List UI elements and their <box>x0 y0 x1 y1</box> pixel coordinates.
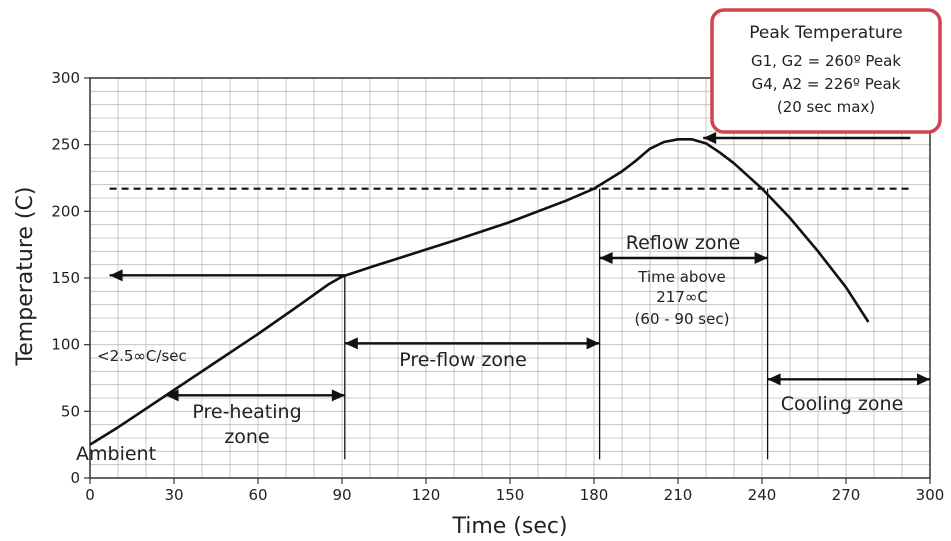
y-tick-label: 200 <box>51 202 80 220</box>
y-tick-label: 250 <box>51 136 80 154</box>
x-tick-label: 120 <box>412 486 441 504</box>
x-tick-label: 30 <box>164 486 183 504</box>
label-reflow: Reflow zone <box>626 232 741 254</box>
y-tick-label: 0 <box>70 469 80 487</box>
label-ramp-rate: <2.5∞C/sec <box>97 347 187 365</box>
arrow-preheat-temp-head <box>109 269 123 282</box>
y-tick-label: 150 <box>51 269 80 287</box>
x-tick-label: 60 <box>248 486 267 504</box>
arrow-peak-head <box>703 132 717 144</box>
label-preheat-1: Pre-heating <box>192 401 301 423</box>
y-axis-ticks: 0 50 100 150 200 250 300 <box>51 69 90 487</box>
y-axis-title: Temperature (C) <box>13 187 38 367</box>
peak-box-border <box>710 8 942 134</box>
x-tick-label: 270 <box>832 486 861 504</box>
x-tick-label: 180 <box>580 486 609 504</box>
peak-temperature-box: Peak Temperature G1, G2 = 260º Peak G4, … <box>710 8 942 134</box>
arrow-reflow-zone-head-right <box>754 252 768 264</box>
y-tick-label: 100 <box>51 336 80 354</box>
peak-box-line1: G1, G2 = 260º Peak <box>751 52 901 70</box>
zone-arrows <box>109 132 930 402</box>
arrow-reflow-zone-head-left <box>599 252 613 264</box>
label-preheat-2: zone <box>224 426 269 448</box>
x-tick-label: 210 <box>664 486 693 504</box>
x-tick-label: 90 <box>332 486 351 504</box>
arrow-preheating-zone-head-right <box>331 389 345 402</box>
x-tick-label: 150 <box>496 486 525 504</box>
peak-box-line3: (20 sec max) <box>777 98 875 116</box>
grid <box>89 77 931 479</box>
y-tick-label: 300 <box>51 69 80 87</box>
x-axis-ticks: 0 30 60 90 120 150 180 210 240 270 300 <box>85 478 944 504</box>
label-time-above-2: 217∞C <box>656 288 708 306</box>
label-ambient: Ambient <box>76 443 156 465</box>
label-cooling: Cooling zone <box>781 393 904 415</box>
label-preflow: Pre-flow zone <box>399 349 527 371</box>
arrow-cooling-zone-head-left <box>767 373 781 386</box>
peak-box-title: Peak Temperature <box>749 23 902 43</box>
arrow-cooling-zone-head-right <box>917 373 930 386</box>
x-tick-label: 300 <box>916 486 945 504</box>
arrow-preheating-zone-head-left <box>165 389 179 402</box>
arrow-preflow-zone-head-left <box>344 337 358 350</box>
zone-dividers <box>344 188 769 460</box>
series-line <box>89 138 870 446</box>
x-axis-title: Time (sec) <box>451 514 567 539</box>
peak-box-line2: G4, A2 = 226º Peak <box>752 75 901 93</box>
y-tick-label: 50 <box>61 402 80 420</box>
x-tick-label: 240 <box>748 486 777 504</box>
label-time-above-3: (60 - 90 sec) <box>635 310 730 328</box>
x-tick-label: 0 <box>85 486 95 504</box>
label-time-above-1: Time above <box>637 268 725 286</box>
arrow-preflow-zone-head-right <box>586 337 600 350</box>
